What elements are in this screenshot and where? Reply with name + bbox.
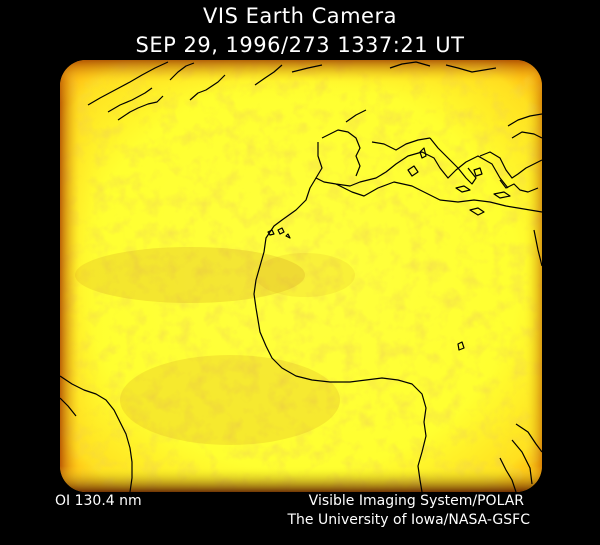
coastline-overlay xyxy=(60,61,542,492)
instrument-credit: Visible Imaging System/POLAR xyxy=(308,493,524,509)
image-timestamp: SEP 29, 1996/273 1337:21 UT xyxy=(135,33,465,57)
image-title: VIS Earth Camera xyxy=(203,4,397,28)
institution-credit: The University of Iowa/NASA-GSFC xyxy=(287,512,530,528)
filter-wavelength-label: OI 130.4 nm xyxy=(55,493,142,509)
earth-camera-image xyxy=(60,60,542,492)
